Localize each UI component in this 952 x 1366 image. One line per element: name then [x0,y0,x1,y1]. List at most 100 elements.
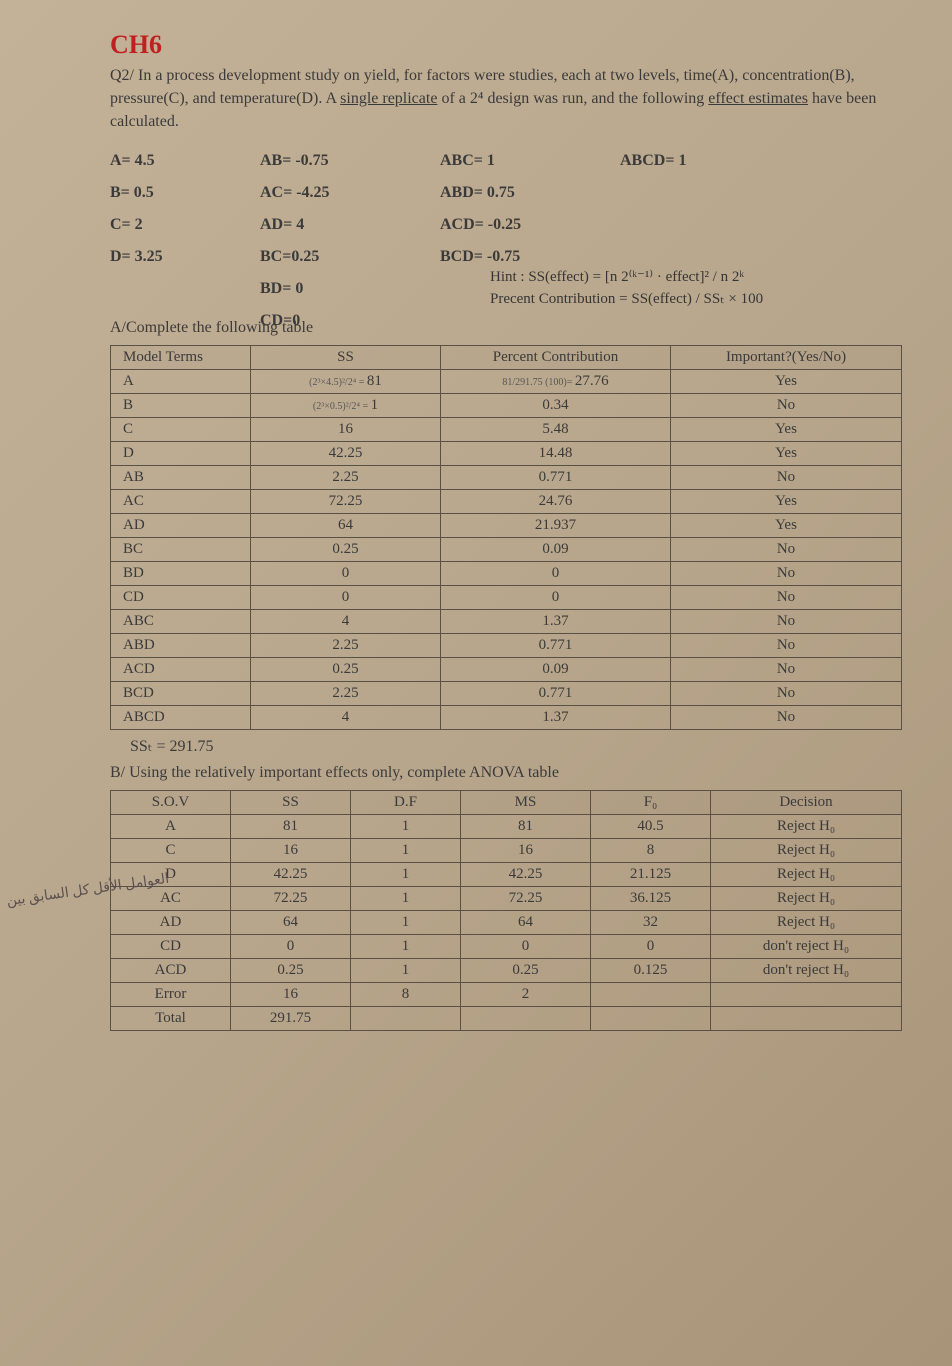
cell-decision: don't reject H₀ [711,958,902,982]
cell-important: Yes [671,489,902,513]
cell-pc: 0.771 [441,465,671,489]
cell-decision [711,982,902,1006]
cell-df: 1 [351,838,461,862]
sst-total: SSₜ = 291.75 [130,736,902,756]
col-pc: Percent Contribution [441,345,671,369]
col-df: D.F [351,790,461,814]
cell-important: Yes [671,441,902,465]
cell-term: AB [111,465,251,489]
col-ms: MS [461,790,591,814]
cell-ss: 0 [231,934,351,958]
cell-ss: 72.25 [251,489,441,513]
cell-ms: 81 [461,814,591,838]
cell-important: Yes [671,369,902,393]
cell-ss: 0.25 [231,958,351,982]
eff-ABD: ABD= 0.75 [440,184,620,202]
anova-header-row: S.O.V SS D.F MS F₀ Decision [111,790,902,814]
col-f0: F₀ [591,790,711,814]
cell-decision: Reject H₀ [711,910,902,934]
cell-important: No [671,537,902,561]
cell-important: No [671,465,902,489]
eff-D: D= 3.25 [110,248,260,266]
table-row: Total291.75 [111,1006,902,1030]
contribution-table: Model Terms SS Percent Contribution Impo… [110,345,902,730]
cell-ss: (2³×0.5)²/2⁴ = 1 [251,393,441,417]
cell-ss: 0 [251,585,441,609]
cell-term: D [111,441,251,465]
table-row: AD6416432Reject H₀ [111,910,902,934]
cell-pc: 0 [441,561,671,585]
cell-f0: 0 [591,934,711,958]
chapter-annotation: CH6 [110,30,902,60]
cell-pc: 0.09 [441,657,671,681]
cell-pc: 21.937 [441,513,671,537]
col-decision: Decision [711,790,902,814]
table-row: ABD2.250.771No [111,633,902,657]
col-ss: SS [251,345,441,369]
table-row: AD6421.937Yes [111,513,902,537]
cell-ss: 64 [251,513,441,537]
cell-ss: 2.25 [251,465,441,489]
cell-important: No [671,585,902,609]
cell-pc: 81/291.75 (100)= 27.76 [441,369,671,393]
cell-important: Yes [671,417,902,441]
question-text: Q2/ In a process development study on yi… [110,64,902,134]
table-row: B(2³×0.5)²/2⁴ = 10.34No [111,393,902,417]
cell-ss: 72.25 [231,886,351,910]
cell-df: 1 [351,886,461,910]
cell-ss: 16 [251,417,441,441]
cell-term: BCD [111,681,251,705]
cell-pc: 0.771 [441,681,671,705]
cell-important: No [671,657,902,681]
cell-important: No [671,633,902,657]
part-b-label: B/ Using the relatively important effect… [110,764,902,782]
cell-df: 1 [351,862,461,886]
table-row: ACD0.250.09No [111,657,902,681]
cell-pc: 0 [441,585,671,609]
cell-df: 1 [351,958,461,982]
cell-ss: 2.25 [251,633,441,657]
cell-ss: 42.25 [251,441,441,465]
cell-ms: 0 [461,934,591,958]
hint-pc: Precent Contribution = SS(effect) / SSₜ … [490,288,902,311]
cell-df [351,1006,461,1030]
cell-ms [461,1006,591,1030]
cell-decision: Reject H₀ [711,886,902,910]
cell-sov: ACD [111,958,231,982]
cell-decision: Reject H₀ [711,814,902,838]
hint-formulas: Hint : SS(effect) = [n 2⁽ᵏ⁻¹⁾ · effect]²… [490,266,902,311]
cell-pc: 0.34 [441,393,671,417]
cell-f0: 0.125 [591,958,711,982]
cell-term: BC [111,537,251,561]
cell-pc: 14.48 [441,441,671,465]
table-row: CD00No [111,585,902,609]
cell-pc: 5.48 [441,417,671,441]
table-header-row: Model Terms SS Percent Contribution Impo… [111,345,902,369]
table-row: C161168Reject H₀ [111,838,902,862]
cell-sov: A [111,814,231,838]
cell-term: A [111,369,251,393]
cell-ss: 81 [231,814,351,838]
col-important: Important?(Yes/No) [671,345,902,369]
cell-term: C [111,417,251,441]
cell-term: ABCD [111,705,251,729]
cell-f0: 21.125 [591,862,711,886]
eff-BCD: BCD= -0.75 [440,248,620,266]
cell-term: ACD [111,657,251,681]
cell-important: No [671,561,902,585]
q-underline1: single replicate [340,90,437,107]
cell-important: No [671,609,902,633]
cell-ms: 16 [461,838,591,862]
cell-term: B [111,393,251,417]
cell-pc: 1.37 [441,705,671,729]
cell-df: 1 [351,934,461,958]
table-row: D42.2514.48Yes [111,441,902,465]
cell-ss: 42.25 [231,862,351,886]
eff-AC: AC= -4.25 [260,184,440,202]
cell-important: Yes [671,513,902,537]
cell-sov: CD [111,934,231,958]
col-ss2: SS [231,790,351,814]
cell-ms: 72.25 [461,886,591,910]
table-row: ABC41.37No [111,609,902,633]
eff-BD: BD= 0 [260,280,440,298]
